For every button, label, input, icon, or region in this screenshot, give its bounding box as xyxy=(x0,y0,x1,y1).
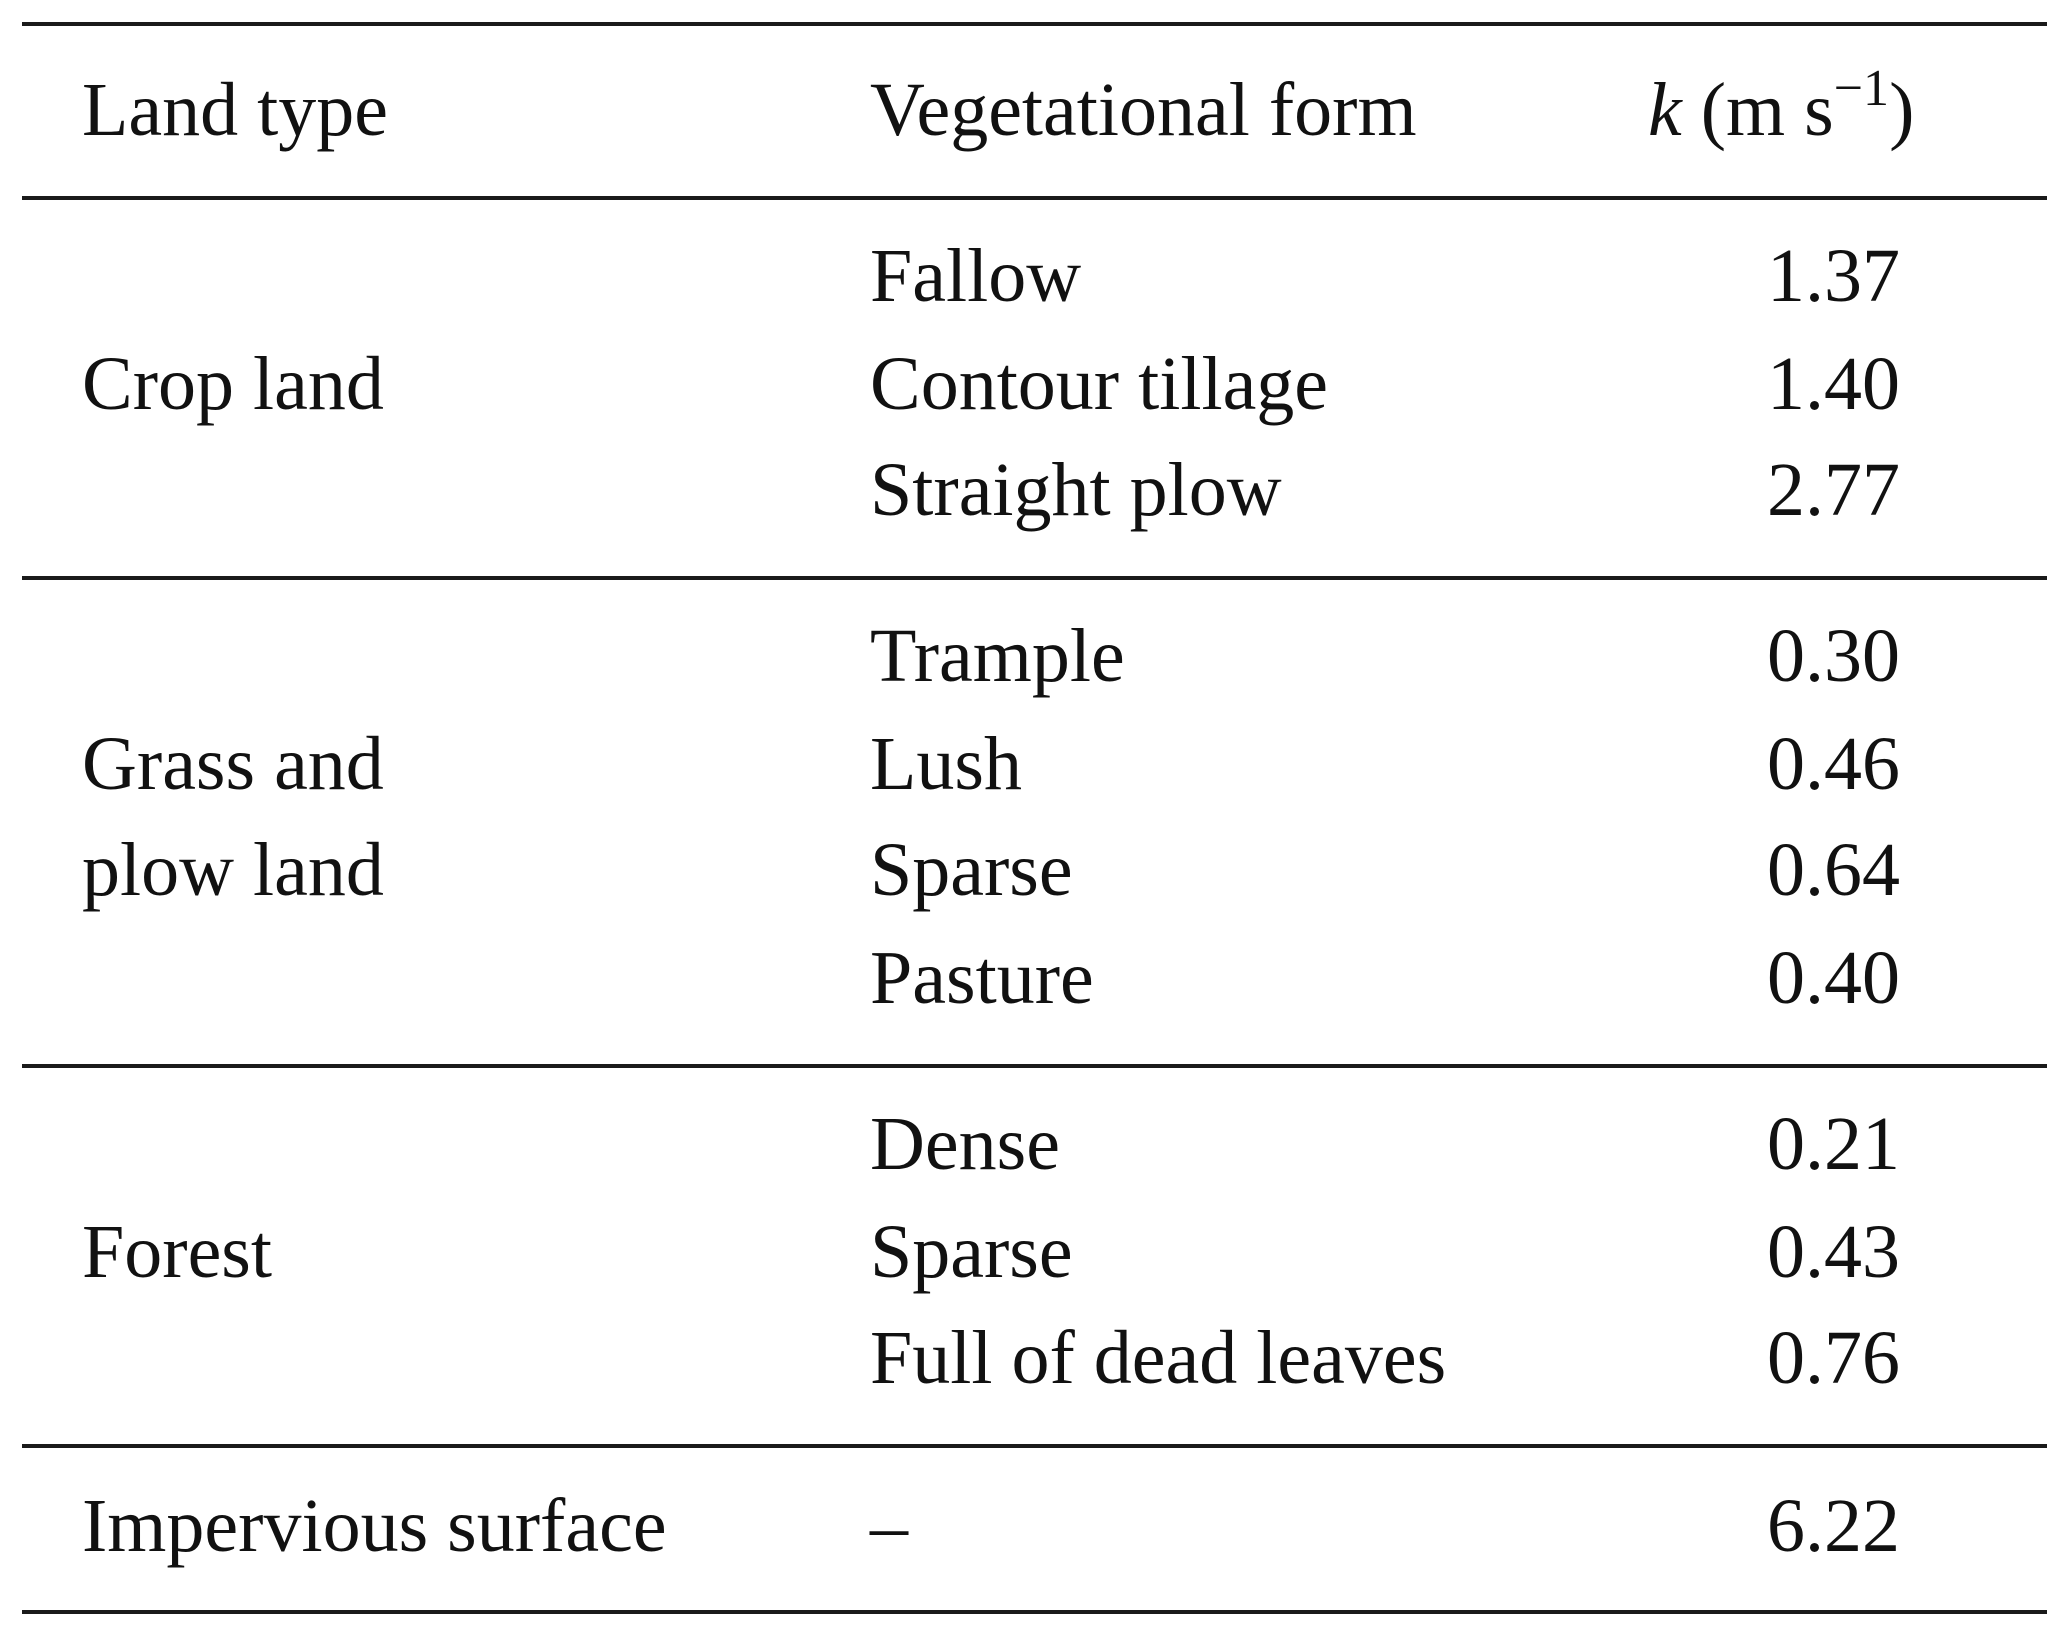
veg-form-cell: – xyxy=(870,1484,908,1568)
land-type-cell: Grass and xyxy=(82,722,384,806)
veg-form-cell: Dense xyxy=(870,1102,1060,1186)
k-value-cell: 0.64 xyxy=(1767,828,1900,912)
header-land-type: Land type xyxy=(82,68,389,152)
group-divider xyxy=(22,1064,2047,1068)
k-value-cell: 0.43 xyxy=(1767,1210,1900,1294)
veg-form-cell: Lush xyxy=(870,722,1022,806)
k-value-cell: 0.21 xyxy=(1767,1102,1900,1186)
k-unit-open: (m s xyxy=(1700,68,1834,152)
land-type-cell: Forest xyxy=(82,1210,272,1294)
k-value-cell: 0.40 xyxy=(1767,936,1900,1020)
veg-form-cell: Pasture xyxy=(870,936,1094,1020)
group-divider xyxy=(22,576,2047,580)
header-k-unit: k (m s−1) xyxy=(1648,60,1914,157)
k-value-cell: 1.40 xyxy=(1767,342,1900,426)
veg-form-cell: Contour tillage xyxy=(870,342,1329,426)
k-unit-exponent: −1 xyxy=(1833,60,1890,117)
header-vegetational-form: Vegetational form xyxy=(870,68,1417,152)
veg-form-cell: Trample xyxy=(870,614,1125,698)
bottom-rule xyxy=(22,1610,2047,1614)
k-value-cell: 0.46 xyxy=(1767,722,1900,806)
veg-form-cell: Straight plow xyxy=(870,448,1282,532)
veg-form-cell: Full of dead leaves xyxy=(870,1316,1447,1400)
top-rule xyxy=(22,22,2047,26)
veg-form-cell: Fallow xyxy=(870,234,1082,318)
k-unit-close: ) xyxy=(1889,68,1915,152)
k-value-cell: 1.37 xyxy=(1767,234,1900,318)
k-value-cell: 2.77 xyxy=(1767,448,1900,532)
land-type-cell: plow land xyxy=(82,828,384,912)
land-type-cell: Crop land xyxy=(82,342,384,426)
k-value-cell: 6.22 xyxy=(1767,1484,1900,1568)
k-value-cell: 0.76 xyxy=(1767,1316,1900,1400)
group-divider xyxy=(22,1444,2047,1448)
veg-form-cell: Sparse xyxy=(870,828,1073,912)
veg-form-cell: Sparse xyxy=(870,1210,1073,1294)
k-value-cell: 0.30 xyxy=(1767,614,1900,698)
header-rule xyxy=(22,196,2047,200)
k-symbol: k xyxy=(1648,68,1682,152)
land-type-cell: Impervious surface xyxy=(82,1484,667,1568)
